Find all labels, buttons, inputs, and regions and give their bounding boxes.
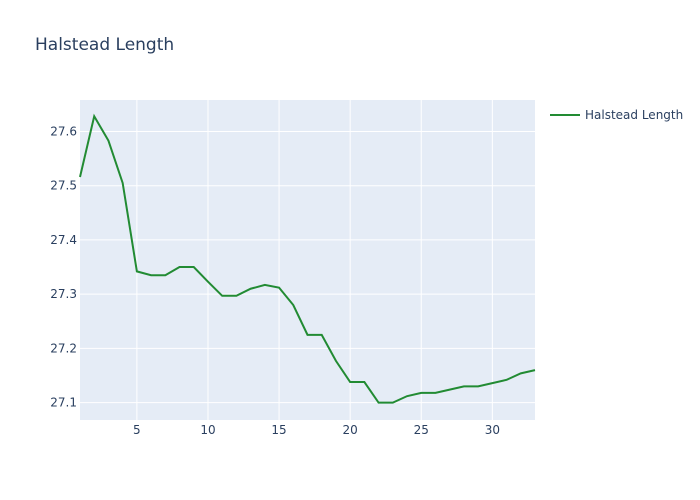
x-tick-label: 15 xyxy=(271,423,286,437)
y-tick-label: 27.3 xyxy=(50,287,77,301)
legend-label: Halstead Length xyxy=(585,108,683,122)
y-axis-ticks: 27.1 27.2 27.3 27.4 27.5 27.6 xyxy=(50,124,77,409)
y-tick-label: 27.1 xyxy=(50,396,77,410)
series-line-halstead-length xyxy=(79,113,536,404)
x-tick-label: 10 xyxy=(200,423,215,437)
x-tick-label: 5 xyxy=(133,423,141,437)
grid-lines xyxy=(80,100,535,420)
chart-title: Halstead Length xyxy=(35,35,174,55)
y-tick-label: 27.6 xyxy=(50,124,77,138)
y-tick-label: 27.5 xyxy=(50,179,77,193)
x-tick-label: 25 xyxy=(414,423,429,437)
legend[interactable]: Halstead Length xyxy=(550,108,683,122)
x-axis-ticks: 5 10 15 20 25 30 xyxy=(133,423,500,437)
y-tick-label: 27.2 xyxy=(50,341,77,355)
x-tick-label: 30 xyxy=(485,423,500,437)
plot-area xyxy=(80,100,535,420)
x-tick-label: 20 xyxy=(343,423,358,437)
y-tick-label: 27.4 xyxy=(50,233,77,247)
